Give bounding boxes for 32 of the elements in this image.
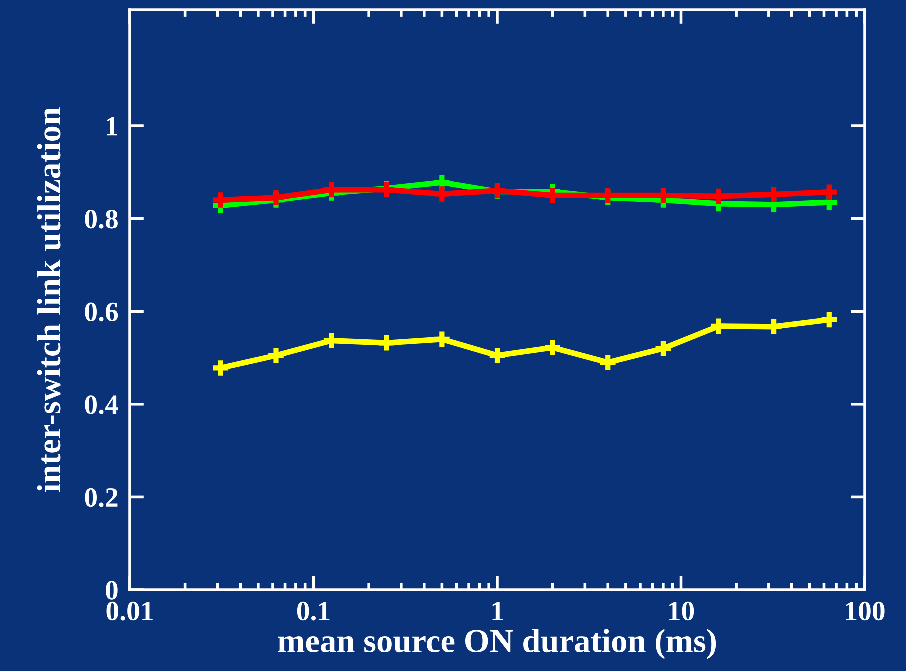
y-tick-label: 0.4	[85, 396, 118, 414]
x-tick-label: 100	[846, 602, 885, 621]
point	[434, 186, 450, 202]
point	[545, 188, 560, 204]
point	[213, 192, 229, 208]
point	[766, 319, 782, 335]
y-tick-label: 1	[107, 117, 118, 136]
point	[656, 341, 672, 356]
x-tick-label: 0.1	[297, 602, 330, 621]
point	[711, 188, 726, 204]
x-tick-label: 1	[492, 602, 504, 620]
point	[822, 184, 838, 200]
x-tick-label: 0.01	[106, 602, 153, 621]
point	[600, 355, 616, 370]
point	[822, 312, 838, 328]
point	[213, 360, 229, 376]
y-axis-title: inter-switch link utilization	[37, 108, 61, 492]
y-tick-label: 0.2	[85, 488, 118, 508]
point	[766, 187, 782, 202]
point	[490, 348, 506, 364]
y-tick-label: 0.6	[85, 302, 118, 322]
point	[434, 332, 450, 348]
point	[379, 336, 395, 351]
point	[324, 333, 340, 348]
point	[324, 182, 340, 198]
point	[545, 340, 560, 356]
x-tick-label: 10	[670, 602, 694, 621]
y-tick-label: 0.8	[85, 210, 118, 229]
point	[711, 318, 726, 334]
point	[268, 348, 284, 364]
x-axis-title: mean source ON duration (ms)	[278, 629, 716, 660]
y-tick-label: 0	[106, 581, 118, 600]
